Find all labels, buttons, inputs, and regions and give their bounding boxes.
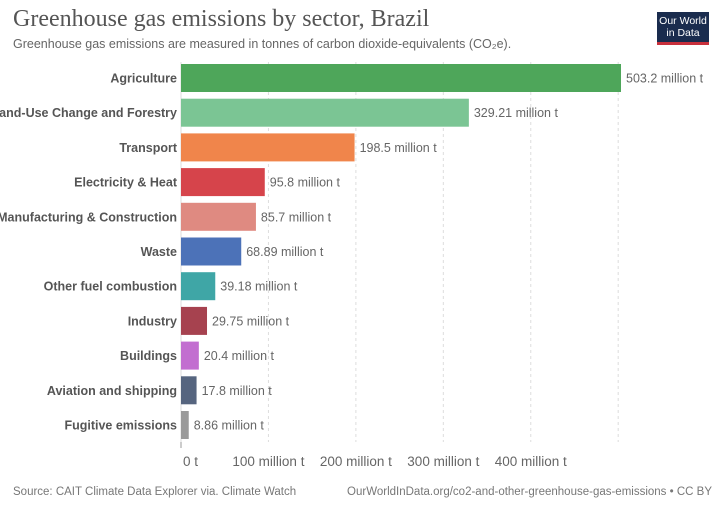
- category-label: Buildings: [120, 349, 177, 363]
- category-label: Electricity & Heat: [74, 176, 178, 190]
- category-label: Waste: [141, 245, 177, 259]
- data-label: 85.7 million t: [261, 210, 332, 224]
- category-label: Fugitive emissions: [64, 419, 177, 433]
- x-tick-label: 0 t: [183, 454, 198, 469]
- chart-title: Greenhouse gas emissions by sector, Braz…: [13, 6, 430, 32]
- owid-logo[interactable]: Our World in Data: [657, 12, 709, 45]
- category-label: Industry: [128, 314, 177, 328]
- data-label: 198.5 million t: [360, 141, 438, 155]
- bar-aviation-and-shipping: [181, 376, 197, 405]
- category-label: Other fuel combustion: [44, 280, 177, 294]
- bar-land-use-change-and-forestry: [181, 98, 469, 127]
- data-label: 68.89 million t: [246, 245, 324, 259]
- category-label: Aviation and shipping: [47, 384, 177, 398]
- data-label: 17.8 million t: [202, 384, 273, 398]
- x-tick-label: 200 million t: [320, 454, 392, 469]
- category-label: Transport: [119, 141, 177, 155]
- bar-other-fuel-combustion: [181, 272, 216, 301]
- data-label: 329.21 million t: [474, 106, 559, 120]
- data-label: 95.8 million t: [270, 176, 341, 190]
- data-label: 20.4 million t: [204, 349, 275, 363]
- category-label: Manufacturing & Construction: [0, 210, 177, 224]
- bar-waste: [181, 237, 242, 266]
- chart-subtitle: Greenhouse gas emissions are measured in…: [13, 37, 512, 51]
- bar-industry: [181, 306, 208, 335]
- bar-manufacturing-construction: [181, 202, 256, 231]
- category-label: Agriculture: [110, 72, 177, 86]
- bar-agriculture: [181, 64, 621, 92]
- source-note: Source: CAIT Climate Data Explorer via. …: [13, 486, 297, 498]
- data-label: 503.2 million t: [626, 72, 704, 86]
- data-label: 39.18 million t: [220, 280, 298, 294]
- bar-fugitive-emissions: [181, 411, 189, 439]
- x-tick-label: 400 million t: [495, 454, 567, 469]
- bar-transport: [181, 133, 355, 162]
- bar-chart: 0 t 100 million t 200 million t 300 million…: [0, 62, 704, 469]
- category-label: Land-Use Change and Forestry: [0, 106, 177, 120]
- source-url[interactable]: OurWorldInData.org/co2-and-other-greenho…: [347, 486, 712, 498]
- bar-buildings: [181, 341, 199, 370]
- x-tick-label: 100 million t: [232, 454, 304, 469]
- x-tick-label: 300 million t: [407, 454, 479, 469]
- data-label: 8.86 million t: [194, 419, 265, 433]
- data-label: 29.75 million t: [212, 314, 290, 328]
- bar-electricity-heat: [181, 168, 265, 197]
